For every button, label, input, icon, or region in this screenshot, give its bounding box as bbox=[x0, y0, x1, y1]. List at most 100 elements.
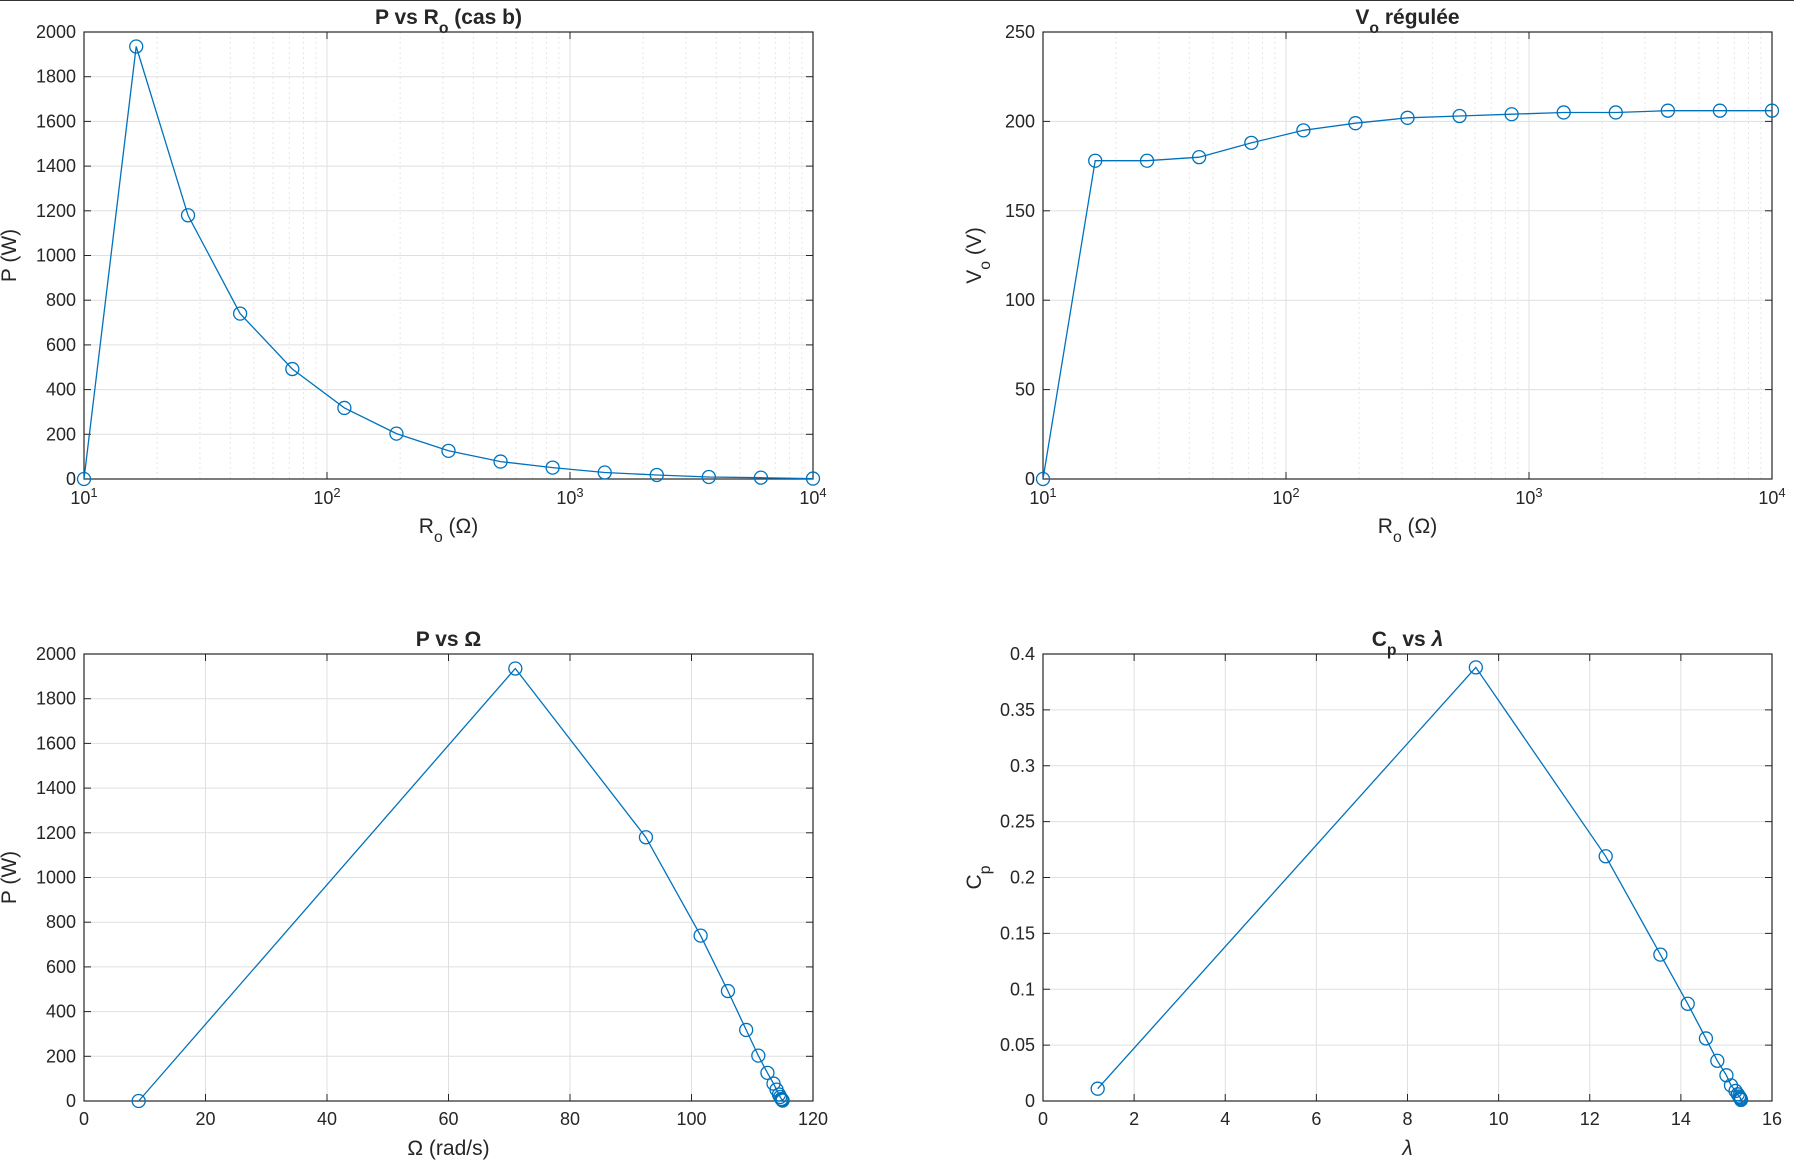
chart-title-part: p bbox=[1387, 642, 1397, 659]
x-tick-label: 20 bbox=[195, 1109, 215, 1129]
top-border-line bbox=[0, 0, 1794, 1]
x-tick-label-exponent: 1 bbox=[90, 485, 97, 500]
y-axis-label-part: V bbox=[963, 270, 986, 284]
data-point bbox=[1712, 103, 1728, 118]
data-point bbox=[1191, 150, 1207, 165]
x-tick-label: 0 bbox=[1038, 1109, 1048, 1129]
data-point bbox=[753, 470, 769, 485]
y-tick-label: 1000 bbox=[36, 246, 76, 266]
chart-title-part: o bbox=[1369, 20, 1379, 37]
x-tick-label-exponent: 1 bbox=[1049, 485, 1056, 500]
data-point bbox=[1660, 103, 1676, 118]
x-tick-label: 40 bbox=[317, 1109, 337, 1129]
y-tick-label: 0 bbox=[1025, 469, 1035, 489]
chart-title-part: P vs R bbox=[375, 6, 439, 29]
y-tick-label: 100 bbox=[1005, 290, 1035, 310]
data-point bbox=[1139, 153, 1155, 168]
chart-title-part: C bbox=[1372, 628, 1387, 651]
y-axis-label-part: C bbox=[963, 874, 986, 889]
x-tick-label-base: 10 bbox=[1515, 488, 1535, 508]
x-tick-label: 100 bbox=[676, 1109, 706, 1129]
data-point bbox=[337, 400, 352, 416]
x-tick-label: 12 bbox=[1580, 1109, 1600, 1129]
y-tick-label: 1600 bbox=[36, 111, 76, 131]
data-point bbox=[1764, 103, 1780, 118]
data-point bbox=[760, 1065, 775, 1080]
x-tick-label-exponent: 2 bbox=[1292, 485, 1299, 500]
axes-frame bbox=[1042, 653, 1773, 1102]
x-tick-label: 8 bbox=[1402, 1109, 1412, 1129]
x-axis-label-part: o bbox=[1393, 529, 1402, 546]
data-point bbox=[1452, 108, 1467, 124]
chart-title-part: λ bbox=[1431, 628, 1444, 651]
y-tick-label: 1400 bbox=[36, 778, 76, 798]
chart-title: Cp vs λ bbox=[1372, 628, 1444, 659]
y-tick-label: 200 bbox=[46, 424, 76, 444]
chart-title: P vs Ro (cas b) bbox=[375, 6, 522, 37]
chart-title-part: (cas b) bbox=[448, 6, 522, 29]
chart-title: Vo régulée bbox=[1355, 6, 1459, 37]
data-point bbox=[1598, 849, 1613, 864]
y-tick-label: 0.2 bbox=[1010, 868, 1035, 888]
axes-frame bbox=[83, 653, 814, 1102]
x-axis-label-part: (Ω) bbox=[1402, 515, 1438, 538]
x-tick-label: 101 bbox=[70, 485, 97, 509]
y-tick-label: 400 bbox=[46, 1002, 76, 1022]
data-point bbox=[693, 928, 708, 943]
data-point bbox=[1698, 1031, 1714, 1046]
y-tick-label: 800 bbox=[46, 290, 76, 310]
x-tick-label: 2 bbox=[1129, 1109, 1139, 1129]
data-point bbox=[597, 465, 612, 480]
x-tick-label-base: 10 bbox=[70, 488, 90, 508]
data-point bbox=[389, 426, 404, 441]
axes-frame bbox=[83, 31, 814, 480]
y-tick-label: 0 bbox=[1025, 1091, 1035, 1111]
data-point bbox=[1732, 1089, 1747, 1104]
data-point bbox=[1400, 110, 1415, 125]
data-point bbox=[508, 661, 523, 676]
y-tick-label: 600 bbox=[46, 957, 76, 977]
data-point bbox=[1348, 116, 1363, 131]
data-point bbox=[129, 39, 144, 54]
x-tick-label: 6 bbox=[1311, 1109, 1321, 1129]
x-axis-label-part: R bbox=[419, 515, 434, 538]
data-point bbox=[493, 454, 508, 469]
data-point bbox=[1719, 1068, 1734, 1083]
x-tick-label-base: 10 bbox=[313, 488, 333, 508]
data-point bbox=[1733, 1092, 1749, 1108]
data-point bbox=[1680, 996, 1695, 1011]
series-line bbox=[1042, 110, 1772, 480]
data-point bbox=[1090, 1081, 1105, 1096]
y-tick-label: 0 bbox=[66, 1091, 76, 1111]
y-tick-label: 0.4 bbox=[1010, 644, 1035, 664]
series-line bbox=[138, 667, 784, 1102]
x-axis-label-part: R bbox=[1378, 515, 1393, 538]
x-tick-label: 101 bbox=[1029, 485, 1056, 509]
x-tick-label-exponent: 2 bbox=[333, 485, 340, 500]
x-tick-label: 120 bbox=[798, 1109, 828, 1129]
x-tick-label: 10 bbox=[1489, 1109, 1509, 1129]
y-tick-label: 600 bbox=[46, 335, 76, 355]
y-tick-label: 0.25 bbox=[1000, 812, 1035, 832]
y-tick-label: 0 bbox=[66, 469, 76, 489]
x-tick-label: 60 bbox=[438, 1109, 458, 1129]
data-point bbox=[1556, 105, 1571, 120]
y-tick-label: 1800 bbox=[36, 689, 76, 709]
y-tick-label: 1000 bbox=[36, 868, 76, 888]
x-tick-label: 103 bbox=[556, 485, 583, 509]
chart-title-part: o bbox=[439, 20, 449, 37]
x-tick-label: 102 bbox=[313, 485, 340, 509]
data-point bbox=[649, 467, 664, 483]
data-point bbox=[232, 306, 248, 321]
x-tick-label: 16 bbox=[1762, 1109, 1782, 1129]
data-point bbox=[805, 471, 821, 486]
data-point bbox=[638, 830, 654, 845]
data-point bbox=[1653, 947, 1668, 962]
y-tick-label: 1200 bbox=[36, 201, 76, 221]
y-tick-label: 0.1 bbox=[1010, 979, 1035, 999]
y-tick-label: 0.35 bbox=[1000, 700, 1035, 720]
y-tick-label: 50 bbox=[1015, 380, 1035, 400]
data-point bbox=[180, 208, 196, 223]
data-point bbox=[701, 469, 717, 485]
